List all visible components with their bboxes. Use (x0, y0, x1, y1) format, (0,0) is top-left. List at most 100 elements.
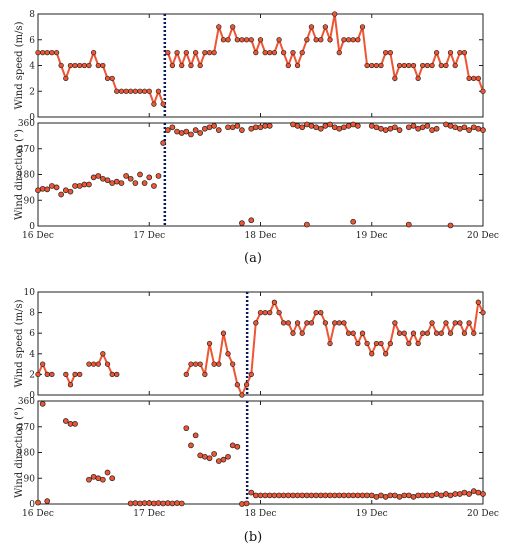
data-point (225, 37, 231, 43)
data-point (62, 187, 69, 194)
data-point (141, 180, 148, 186)
data-point (433, 49, 440, 56)
data-point (392, 492, 398, 499)
data-point (202, 125, 208, 132)
data-point (192, 49, 199, 56)
data-point (392, 124, 398, 131)
data-point (183, 425, 190, 432)
data-point (53, 49, 60, 56)
data-point (294, 320, 301, 326)
data-point (169, 124, 176, 131)
data-point (271, 299, 278, 305)
data-point (345, 330, 352, 336)
data-point (299, 49, 305, 56)
data-point (230, 361, 236, 367)
data-point (461, 49, 468, 56)
y-tick-label: 10 (24, 288, 36, 298)
data-point (332, 11, 338, 17)
data-point (44, 371, 50, 378)
data-point (257, 37, 264, 43)
data-point (225, 351, 231, 357)
data-point (202, 371, 208, 378)
data-point (304, 320, 310, 326)
data-point (266, 123, 273, 129)
data-point (44, 498, 51, 504)
data-point (369, 62, 375, 69)
plot-frame (37, 400, 484, 505)
data-point (420, 330, 426, 336)
data-point (257, 124, 264, 131)
data-point (188, 442, 194, 449)
data-point (77, 371, 83, 378)
y-axis-label: Wind speed (m/s) (14, 299, 25, 387)
data-point (318, 309, 324, 316)
data-point (304, 221, 310, 228)
data-point (95, 62, 101, 69)
data-point (216, 361, 222, 367)
data-point (35, 499, 41, 506)
data-point (146, 500, 153, 506)
data-point (447, 49, 454, 56)
data-point (86, 476, 92, 483)
data-point (95, 361, 101, 367)
data-point (433, 330, 440, 336)
x-tick-label: 17 Dec (133, 231, 165, 241)
y-tick-label: 180 (18, 449, 35, 459)
data-point (382, 493, 389, 500)
data-point (401, 330, 407, 336)
data-point (49, 49, 55, 56)
data-point (433, 125, 440, 132)
data-point (471, 330, 477, 336)
data-point (285, 62, 291, 69)
data-point (100, 351, 106, 357)
data-point (475, 299, 481, 305)
data-point (174, 49, 180, 56)
y-tick-label: 8 (29, 309, 35, 319)
data-point (243, 37, 250, 43)
data-point (341, 320, 347, 326)
data-point (225, 453, 231, 460)
data-point (234, 443, 241, 450)
data-point (406, 62, 412, 69)
data-point (419, 124, 426, 131)
data-point (104, 75, 111, 82)
y-tick-label: 4 (29, 350, 35, 360)
data-point (58, 62, 64, 69)
data-point (317, 125, 324, 132)
data-point (132, 180, 139, 186)
data-point (276, 309, 282, 316)
data-point (410, 123, 417, 129)
data-point (100, 62, 106, 69)
data-point (406, 340, 412, 347)
data-point (267, 49, 273, 56)
y-tick-label: 360 (18, 397, 35, 407)
data-point (146, 88, 152, 94)
data-point (86, 62, 92, 69)
data-point (248, 371, 254, 378)
data-point (100, 175, 106, 182)
data-point (294, 123, 301, 129)
data-point (248, 37, 254, 43)
data-point (63, 371, 69, 378)
data-point (44, 186, 51, 193)
data-point (327, 37, 333, 43)
data-point (327, 492, 333, 499)
data-point (127, 500, 134, 507)
data-point (62, 418, 69, 424)
data-point (160, 101, 166, 107)
y-tick-label: 270 (18, 145, 35, 155)
data-point (378, 125, 384, 132)
x-tick-label: 18 Dec (245, 509, 277, 519)
data-point (206, 340, 213, 347)
data-point (169, 62, 176, 69)
data-point (239, 220, 245, 226)
data-point (63, 75, 69, 82)
data-point (188, 62, 194, 69)
data-point (373, 340, 380, 347)
data-point (369, 351, 375, 357)
data-point (364, 492, 370, 499)
data-point (132, 88, 138, 94)
data-point (262, 49, 268, 56)
data-point (313, 37, 319, 43)
data-point (382, 127, 389, 134)
